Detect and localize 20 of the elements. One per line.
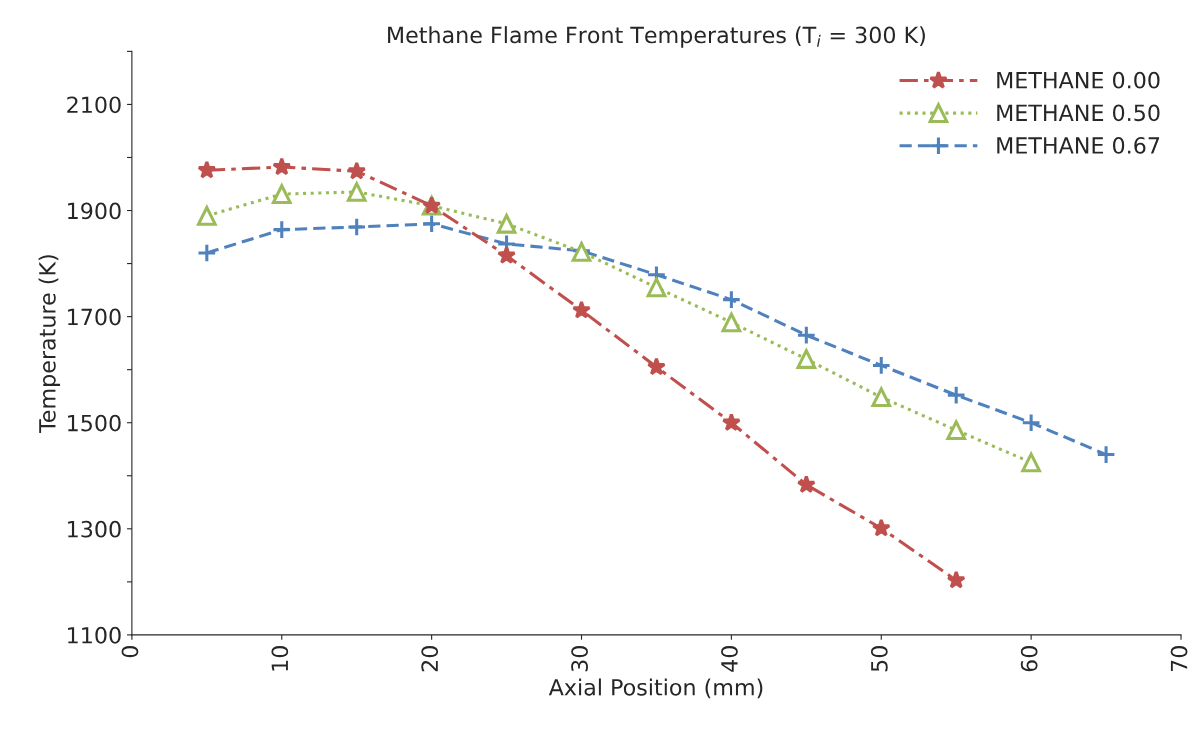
legend-label: METHANE 0.50 bbox=[997, 104, 1160, 122]
legend-label: METHANE 0.00 bbox=[997, 71, 1160, 89]
x-tick-label: 60 bbox=[1020, 646, 1038, 672]
y-tick-label: 2100 bbox=[67, 96, 121, 114]
legend-label: METHANE 0.67 bbox=[997, 137, 1160, 154]
y-axis-title: Temperature (K) bbox=[38, 255, 61, 434]
x-tick-label: 40 bbox=[721, 646, 738, 672]
y-tick-label: 1700 bbox=[68, 308, 121, 326]
x-tick-label: 70 bbox=[1170, 646, 1188, 672]
x-tick-label: 0 bbox=[121, 646, 139, 658]
x-tick-label: 10 bbox=[271, 646, 289, 671]
x-tick-label: 30 bbox=[571, 646, 588, 672]
y-tick-label: 1100 bbox=[68, 626, 121, 644]
x-tick-label: 20 bbox=[421, 646, 439, 672]
y-tick-label: 1300 bbox=[68, 520, 121, 538]
chart-title: Methane Flame Front Temperatures (T$_{i}$ = 300 K) bbox=[388, 26, 925, 48]
x-tick-label: 50 bbox=[870, 646, 888, 672]
y-tick-label: 1900 bbox=[68, 202, 121, 220]
y-tick-label: 1500 bbox=[68, 414, 121, 432]
x-axis-title: Axial Position (mm) bbox=[548, 678, 763, 699]
